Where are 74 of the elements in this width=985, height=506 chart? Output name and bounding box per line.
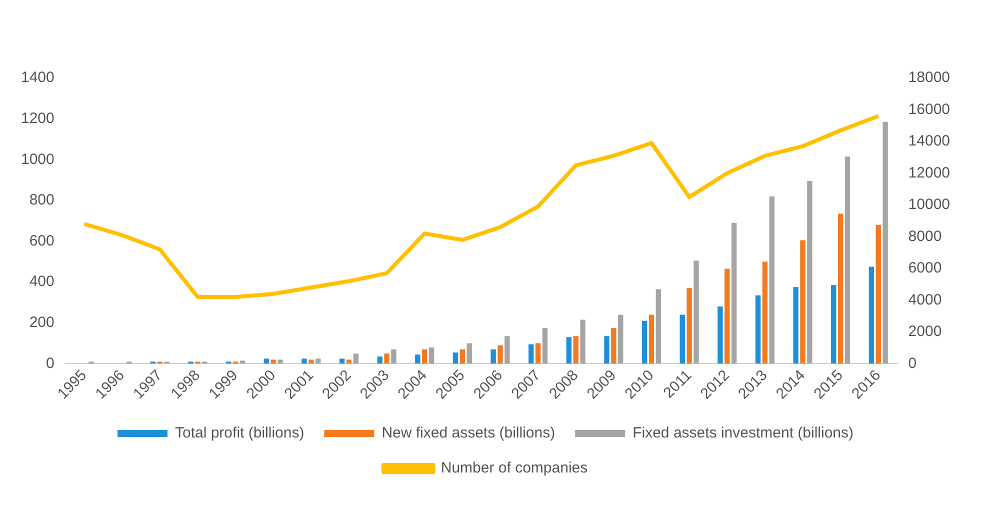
bar [831,285,836,364]
bar [838,214,844,364]
bar [377,356,382,364]
bar [528,344,534,364]
y2-tick-label: 12000 [908,164,950,182]
y-tick-label: 0 [46,354,54,372]
bar [686,288,692,364]
y-tick-label: 400 [29,273,54,290]
bar [844,156,850,364]
y2-tick-label: 18000 [908,69,950,86]
y-tick-label: 200 [29,314,54,332]
bar [566,337,572,364]
bar [642,320,648,364]
bar [876,224,881,364]
bar [490,349,496,364]
y-tick-label: 1200 [20,110,54,127]
bar [422,349,428,364]
bar [769,196,774,364]
bar [452,352,458,364]
bar [611,328,616,364]
legend-label: Total profit (billions) [174,424,304,442]
y2-tick-label: 14000 [908,132,950,150]
bar [718,306,723,364]
bar [604,336,610,364]
bar [680,314,685,364]
bar [882,122,888,364]
y2-tick-label: 2000 [908,323,942,340]
bar [793,287,798,364]
y-tick-label: 800 [29,192,54,209]
bar [755,295,761,364]
y-tick-label: 600 [29,232,54,250]
bar [542,328,548,364]
bar [656,289,662,364]
bar [807,181,812,364]
bar [535,343,541,364]
bar [762,262,768,364]
bar [731,222,737,364]
bar [384,353,390,364]
bar [573,336,578,364]
y-tick-label: 1400 [20,69,54,86]
bar [428,347,434,364]
bar [648,314,654,364]
bar [315,358,321,364]
bar [694,260,699,364]
bar [498,345,503,364]
bar [264,358,270,364]
bar [302,358,307,364]
bar [240,360,246,364]
bar [353,353,359,364]
legend-label: Fixed assets investment (billions) [632,424,854,442]
bar [504,336,510,364]
bar [339,358,345,364]
y-tick-label: 1000 [20,150,54,168]
bar [580,320,586,364]
bar [466,343,472,364]
bar [724,268,730,364]
bar [460,349,466,364]
bar [415,354,420,364]
bar [346,360,352,364]
bar [618,314,624,364]
bar [391,349,396,364]
y2-tick-label: 8000 [908,228,942,245]
legend-label: Number of companies [440,460,588,477]
y2-tick-label: 4000 [908,291,942,308]
y2-tick-label: 10000 [908,196,950,214]
y2-tick-label: 6000 [908,260,942,277]
legend-label: New fixed assets (billions) [382,424,556,442]
bar [270,360,276,364]
y2-tick-label: 16000 [908,100,950,118]
bar [278,360,283,364]
bar [868,266,874,364]
bar [800,240,806,364]
y2-tick-label: 0 [908,354,917,372]
bar [308,360,314,364]
